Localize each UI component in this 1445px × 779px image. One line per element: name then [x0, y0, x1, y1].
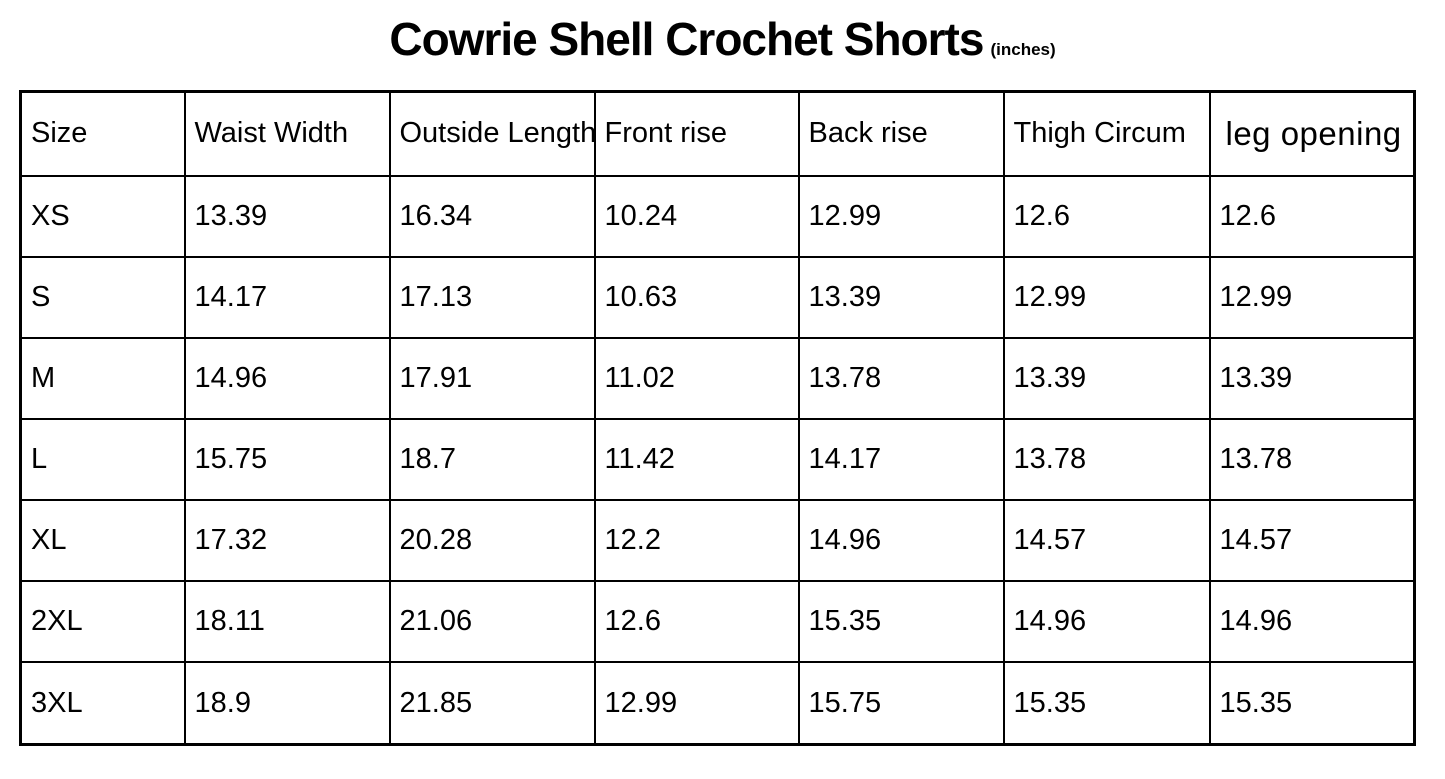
measurement-cell: 12.99: [1002, 255, 1211, 339]
measurement-cell: 13.39: [1002, 336, 1211, 420]
measurement-cell: 12.99: [593, 661, 800, 746]
table-row: L 15.75 18.7 11.42 14.17 13.78 13.78: [19, 417, 1416, 501]
measurement-cell: 14.57: [1208, 498, 1416, 583]
table-row: XL 17.32 20.28 12.2 14.96 14.57 14.57: [19, 498, 1416, 583]
column-header-front-rise: Front rise: [593, 90, 800, 177]
measurement-cell: 13.39: [797, 255, 1005, 339]
measurement-cell: 12.2: [593, 498, 800, 583]
measurement-cell: 12.99: [1208, 255, 1416, 339]
measurement-cell: 13.39: [1208, 336, 1416, 420]
measurement-cell: 13.78: [797, 336, 1005, 420]
measurement-cell: 17.91: [388, 336, 596, 420]
size-label-cell: 2XL: [19, 580, 186, 664]
column-header-size: Size: [19, 90, 186, 177]
size-chart-table: Size Waist Width Outside Length Front ri…: [19, 90, 1416, 746]
column-header-thigh-circum: Thigh Circum: [1002, 90, 1211, 177]
measurement-cell: 10.24: [593, 174, 800, 258]
measurement-cell: 18.7: [388, 417, 596, 501]
measurement-cell: 13.78: [1002, 417, 1211, 501]
measurement-cell: 21.85: [388, 661, 596, 746]
measurement-cell: 15.35: [1002, 661, 1211, 746]
measurement-cell: 14.96: [183, 336, 391, 420]
size-table-body: XS 13.39 16.34 10.24 12.99 12.6 12.6 S 14.17 17.1…: [19, 174, 1416, 746]
measurement-cell: 21.06: [388, 580, 596, 664]
measurement-cell: 17.13: [388, 255, 596, 339]
measurement-cell: 12.6: [1002, 174, 1211, 258]
size-label-cell: S: [19, 255, 186, 339]
measurement-cell: 18.11: [183, 580, 391, 664]
measurement-cell: 12.99: [797, 174, 1005, 258]
column-header-waist-width: Waist Width: [183, 90, 391, 177]
table-row: M 14.96 17.91 11.02 13.78 13.39 13.39: [19, 336, 1416, 420]
measurement-cell: 15.35: [1208, 661, 1416, 746]
measurement-cell: 13.39: [183, 174, 391, 258]
size-label-cell: XL: [19, 498, 186, 583]
table-row: S 14.17 17.13 10.63 13.39 12.99 12.99: [19, 255, 1416, 339]
column-header-leg-opening: leg opening: [1208, 90, 1416, 177]
measurement-cell: 15.75: [797, 661, 1005, 746]
measurement-cell: 14.96: [1002, 580, 1211, 664]
column-header-back-rise: Back rise: [797, 90, 1005, 177]
measurement-cell: 13.78: [1208, 417, 1416, 501]
measurement-cell: 14.17: [797, 417, 1005, 501]
header-row: Size Waist Width Outside Length Front ri…: [19, 90, 1416, 177]
measurement-cell: 11.42: [593, 417, 800, 501]
table-row: 3XL 18.9 21.85 12.99 15.75 15.35 15.35: [19, 661, 1416, 746]
measurement-cell: 18.9: [183, 661, 391, 746]
table-row: 2XL 18.11 21.06 12.6 15.35 14.96 14.96: [19, 580, 1416, 664]
measurement-cell: 16.34: [388, 174, 596, 258]
measurement-cell: 14.57: [1002, 498, 1211, 583]
measurement-cell: 12.6: [1208, 174, 1416, 258]
table-row: XS 13.39 16.34 10.24 12.99 12.6 12.6: [19, 174, 1416, 258]
measurement-cell: 15.35: [797, 580, 1005, 664]
measurement-cell: 12.6: [593, 580, 800, 664]
column-header-outside-length: Outside Length: [388, 90, 596, 177]
page-title: Cowrie Shell Crochet Shorts (inches): [0, 12, 1445, 66]
product-title: Cowrie Shell Crochet Shorts: [389, 13, 984, 65]
unit-note: (inches): [990, 40, 1056, 59]
size-label-cell: M: [19, 336, 186, 420]
measurement-cell: 14.96: [1208, 580, 1416, 664]
measurement-cell: 14.17: [183, 255, 391, 339]
measurement-cell: 20.28: [388, 498, 596, 583]
measurement-cell: 14.96: [797, 498, 1005, 583]
size-label-cell: L: [19, 417, 186, 501]
size-label-cell: XS: [19, 174, 186, 258]
measurement-cell: 10.63: [593, 255, 800, 339]
measurement-cell: 11.02: [593, 336, 800, 420]
size-label-cell: 3XL: [19, 661, 186, 746]
measurement-cell: 15.75: [183, 417, 391, 501]
measurement-cell: 17.32: [183, 498, 391, 583]
